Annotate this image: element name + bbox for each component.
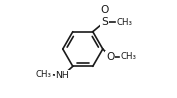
Text: O: O	[106, 52, 115, 62]
Text: O: O	[100, 5, 108, 15]
Text: CH₃: CH₃	[36, 70, 52, 79]
Text: NH: NH	[55, 71, 69, 80]
Text: CH₃: CH₃	[121, 52, 137, 61]
Text: S: S	[101, 17, 108, 27]
Text: CH₃: CH₃	[117, 18, 133, 27]
